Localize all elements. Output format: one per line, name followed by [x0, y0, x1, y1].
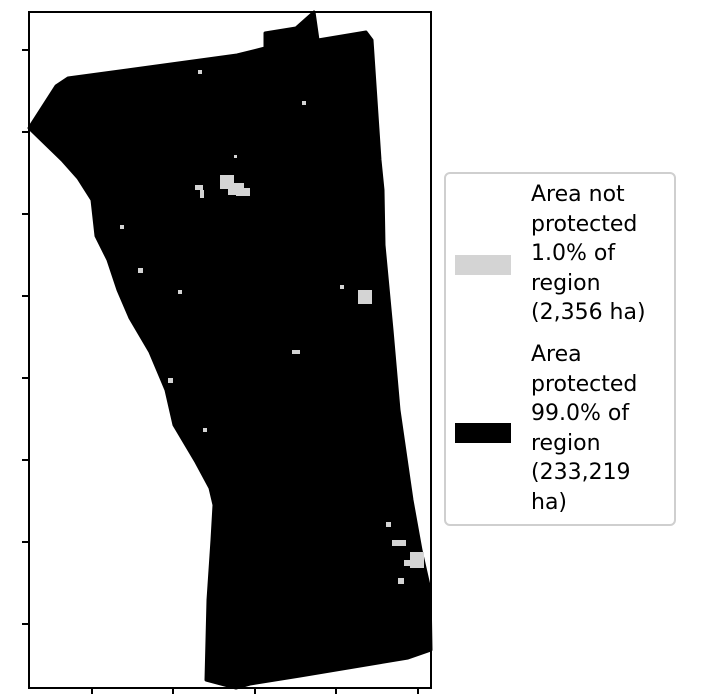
not-protected-patch [200, 190, 204, 198]
not-protected-patch [410, 552, 424, 568]
not-protected-patch [198, 70, 202, 74]
not-protected-patch [138, 268, 143, 273]
legend-label-protected: Area protected 99.0% of region (233,219 … [531, 342, 638, 515]
protected-swatch [455, 423, 511, 443]
not-protected-patch [292, 350, 300, 354]
not-protected-patch [236, 188, 250, 196]
not-protected-patch [392, 540, 406, 546]
not-protected-patch [358, 290, 372, 304]
protected-area-region [27, 10, 433, 690]
not-protected-patch [234, 155, 237, 158]
not-protected-swatch [455, 255, 511, 275]
legend-label-not-protected: Area not protected 1.0% of region (2,356… [531, 182, 646, 325]
not-protected-patch [398, 578, 404, 584]
not-protected-patch [340, 285, 344, 289]
not-protected-patch [178, 290, 182, 294]
plot-frame [28, 11, 432, 689]
x-axis-ticks [91, 688, 419, 694]
not-protected-patches [120, 70, 424, 584]
not-protected-patch [195, 185, 203, 190]
not-protected-patch [120, 225, 124, 229]
not-protected-patch [404, 560, 410, 566]
not-protected-patch [168, 378, 173, 383]
not-protected-patch [302, 101, 306, 105]
y-axis-ticks [22, 49, 29, 625]
not-protected-patch [203, 428, 207, 432]
legend: Area not protected 1.0% of region (2,356… [444, 172, 676, 526]
not-protected-patch [386, 522, 391, 527]
